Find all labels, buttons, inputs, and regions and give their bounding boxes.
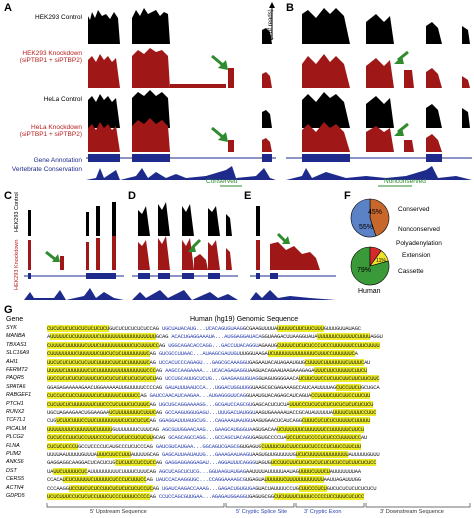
gene-name: SLC16A9 xyxy=(6,350,30,357)
track-label-hek293-knockdown: HEK293 Knockdown (siPTBP1 + siPTBP2) xyxy=(19,50,82,64)
svg-text:79%: 79% xyxy=(357,267,371,274)
conserved-label: Conserved xyxy=(206,178,238,185)
genomic-sequence: CUCUCUCCCUGCCUCCCCUCAUGCCCUCUCCCAG GAUCG… xyxy=(47,442,361,450)
legend-nonconserved: Nonconserved xyxy=(398,226,440,233)
gene-name: TBXAS1 xyxy=(6,341,27,348)
genomic-sequence: UUUUAAUUUUUGUUUAUUUCUUCCUUUAUUUUGCAG GAG… xyxy=(47,451,380,458)
genomic-sequence: CUUUUCUUUUUUCUUUCUUUUUUUUUUCUCUUUUCCAG U… xyxy=(47,341,380,349)
gene-name: PUM2 xyxy=(6,451,21,457)
pie-type: 79% 11% xyxy=(350,246,390,286)
svg-text:45%: 45% xyxy=(368,209,382,216)
region-brackets xyxy=(46,503,471,508)
footer-cryptic-splice: 5' Cryptic Splice Site xyxy=(236,509,288,515)
genomic-sequence: UUCUCUCUCUCUCUUCUUUUCUUCUCUUUUUUCAG UCCA… xyxy=(47,358,371,366)
genomic-sequence: CCCAAGGUCCUUCUCUCCUUCUCUCUCUCUCCUCAG UGA… xyxy=(47,484,377,492)
gene-name: PTCH1 xyxy=(6,400,24,407)
genomic-sequence: AUUUUUCUCUUUUUUUCUUUUUUUUUUUUUUUUUUGCAG … xyxy=(47,333,383,341)
footer-cryptic-exon: 3' Cryptic Exon xyxy=(304,509,342,515)
genomic-sequence: CUGUCUUCUUUCCUUCUUUUUUUUCUCUCUCUCAG GGAG… xyxy=(47,417,371,425)
gene-name: ACTN4 xyxy=(6,484,24,491)
pie-slice-polyadenylation xyxy=(369,246,382,267)
gene-name: PAQR5 xyxy=(6,375,24,382)
gene-name: RUNX2 xyxy=(6,409,25,415)
gene-name: FLNA xyxy=(6,442,20,449)
panel-b-letter: B xyxy=(286,2,294,14)
gene-name: SYK xyxy=(6,325,17,331)
gene-name: SPATA6 xyxy=(6,383,26,390)
pie-conservation: 45% 55% xyxy=(350,198,390,238)
legend-cassette: Cassette xyxy=(398,268,424,275)
gene-name: PICALM xyxy=(6,425,27,432)
legend-polyadenylation: Polyadenylation xyxy=(396,240,442,247)
panel-g-letter: G xyxy=(4,304,13,316)
panel-b-tracks xyxy=(286,8,472,187)
genomic-sequence: UGCUAGAAGAACUGGAAGAAUCUUUUUUUUCUUUCAG GC… xyxy=(47,409,377,416)
sequence-header: Human (hg19) Genomic Sequence xyxy=(190,316,299,323)
pie-slice-conserved xyxy=(369,198,390,237)
genomic-sequence: UUCCUCUCUCUCUUUCUCUCUCUCUCUCUCUCUCUAG UC… xyxy=(47,375,380,383)
genomic-sequence: CCACAUCUCUUUUUCUUUUUCUCCCUCUUUCCAG UAUCC… xyxy=(47,476,361,484)
svg-text:55%: 55% xyxy=(359,224,373,231)
genomic-sequence: UUUUUUUUCUUUUUUCUUUUUGUUUUUUUCUUUCAG AGC… xyxy=(47,425,364,433)
track-label-gene-annotation: Gene Annotation xyxy=(33,157,82,164)
track-label-hela-knockdown: HeLa Knockdown (siPTBP1 + siPTBP2) xyxy=(19,124,82,138)
sequence-table: SYK CUCUCUCUCUCUCUCUCUCUGUCUCUCUCUCUCCAG … xyxy=(0,325,474,503)
footer-upstream: 5' Upstream Sequence xyxy=(90,509,147,515)
nonconserved-label: Nonconserved xyxy=(384,178,426,185)
panel-c-letter: C xyxy=(4,190,12,202)
legend-extension: Extension xyxy=(402,252,431,259)
gene-name: FERMT2 xyxy=(6,367,28,373)
panel-d-letter: D xyxy=(128,190,136,202)
footer-downstream: 3' Downstream Sequence xyxy=(380,509,444,515)
gene-name: GDPD5 xyxy=(6,493,25,499)
gene-column-header: Gene xyxy=(6,316,24,323)
gene-name: DST xyxy=(6,467,17,474)
svg-text:11%: 11% xyxy=(376,258,386,264)
panel-a-letter: A xyxy=(4,2,12,14)
genomic-sequence: CUCCUCCUCCUUUUUCUCUUUUUCUUUUCCAG GAUCCAA… xyxy=(47,392,371,400)
panel-e-tracks xyxy=(250,206,336,300)
c-track-label-knockdown: HEK293 Knockdown xyxy=(14,239,20,290)
gene-name: CERS5 xyxy=(6,476,24,483)
track-label-hek293-control: HEK293 Control xyxy=(35,14,82,21)
c-track-label-control: HEK293 Control xyxy=(14,192,20,232)
panel-e-letter: E xyxy=(244,190,252,202)
panel-c-tracks xyxy=(24,202,124,300)
legend-conserved: Conserved xyxy=(398,206,430,213)
gene-name: MANBA xyxy=(6,333,26,340)
gene-name: RABGEF1 xyxy=(6,392,32,399)
gene-name: TCF7L1 xyxy=(6,417,26,424)
pie-slice-cassette xyxy=(350,246,390,286)
genomic-sequence: GAGGAGGCAAGGACUCACUCUGCUCUUCCUCCUCCAG GA… xyxy=(47,459,377,467)
pie-caption-human: Human xyxy=(358,288,381,295)
genomic-sequence: CUCUUCUCUUUUUUUCUUCCCUCUUUCUCUUUCAG UGCU… xyxy=(47,400,374,408)
panel-d-tracks xyxy=(132,202,238,300)
genomic-sequence: UUUUUCUUUUUUUCUCUUUUUUUUUUUUUUUUCCCAG AA… xyxy=(47,367,368,374)
gene-name: PLCG2 xyxy=(6,434,24,441)
genomic-sequence: GGAGAGAAAAAGAACUGGAAAAAUUGUUUUUCCCCAG GA… xyxy=(47,383,380,391)
track-label-vertebrate-conservation: Vertebrate Conservation xyxy=(11,166,82,173)
genomic-sequence: UAUUCUUUUUCUCAUUUUUUUUUCUUUUCUUUCAG AGCU… xyxy=(47,467,361,475)
panel-a-tracks xyxy=(86,2,276,187)
gene-name: ANKS6 xyxy=(6,459,24,466)
track-label-hela-control: HeLa Control xyxy=(43,96,82,103)
genomic-sequence: CUUUUUUUUCUUUUUUCUUCUCUCUUUUUUUUCAG GUCG… xyxy=(47,350,358,358)
gene-name: AHI1 xyxy=(6,358,18,365)
pie-slice-nonconserved xyxy=(350,198,377,238)
genomic-sequence: CUCUCCCUUCUCCUUUCCCUCUCUCUCCUCUCUUGCAG G… xyxy=(47,434,368,442)
genomic-sequence: CUCUCUCUCUCUCUCUCUCUGUCUCUCUCUCUCCAG UGC… xyxy=(47,325,361,332)
panel-f-letter: F xyxy=(344,190,351,202)
genomic-sequence: UCUCUUUCCUCUCUCCUUUCUCCCUUUUCCCCCAG CCUC… xyxy=(47,493,364,500)
